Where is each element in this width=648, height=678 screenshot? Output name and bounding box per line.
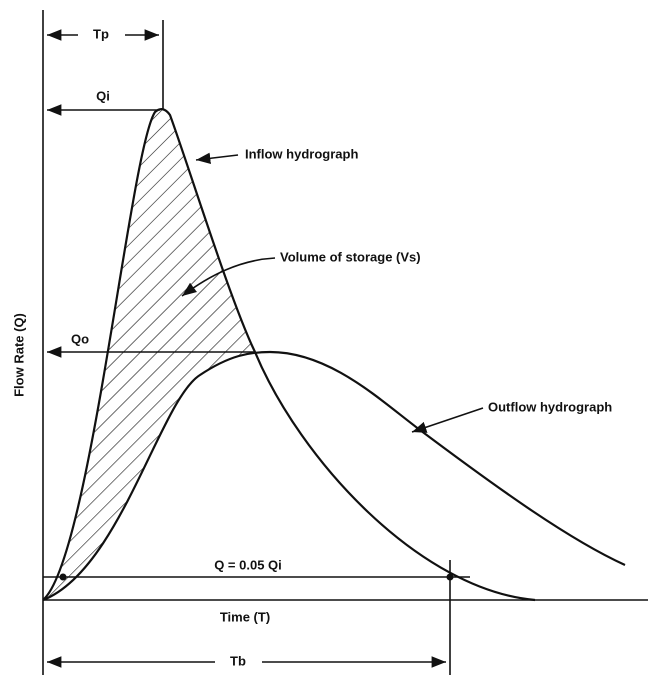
q005-label: Q = 0.05 Qi [214, 557, 282, 572]
q005-dot-left [59, 573, 67, 581]
x-axis-label: Time (T) [220, 609, 270, 624]
storage-pointer [181, 257, 276, 297]
outflow-label: Outflow hydrograph [488, 399, 612, 414]
y-axis-label: Flow Rate (Q) [11, 313, 26, 397]
outflow-pointer [411, 407, 484, 433]
inflow-label: Inflow hydrograph [245, 146, 358, 161]
inflow-pointer [195, 152, 239, 165]
storage-label: Volume of storage (Vs) [280, 249, 421, 264]
tb-label: Tb [230, 653, 246, 668]
qo-label: Qo [71, 331, 89, 346]
outflow-curve [42, 350, 626, 602]
inflow-curve [42, 108, 536, 602]
tp-label: Tp [93, 26, 109, 41]
qi-label: Qi [96, 88, 110, 103]
